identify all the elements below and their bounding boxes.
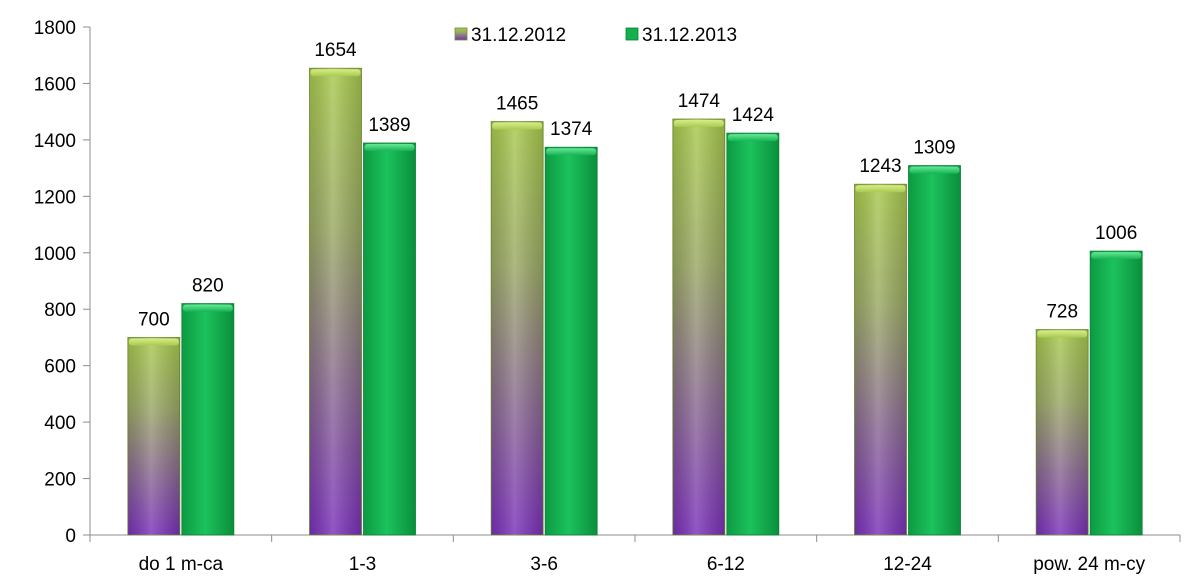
legend-swatch <box>454 27 468 41</box>
legend-swatch <box>625 27 639 41</box>
x-tick-label: 6-12 <box>707 554 745 575</box>
bar-cap <box>855 185 906 193</box>
data-label: 1654 <box>314 40 357 61</box>
bar-cap <box>1091 252 1142 260</box>
bar-cap <box>546 148 597 156</box>
y-tick-label: 400 <box>44 413 76 434</box>
y-tick-label: 1200 <box>34 187 76 208</box>
y-tick-label: 800 <box>44 300 76 321</box>
bar-cap <box>727 134 778 142</box>
bar-31.12.2013 <box>726 132 780 536</box>
data-label: 700 <box>138 309 170 330</box>
bar-body <box>181 303 235 536</box>
bar-body <box>363 142 416 536</box>
data-label: 1006 <box>1095 223 1137 244</box>
x-tick-label: 1-3 <box>349 554 376 575</box>
data-label: 1424 <box>732 105 775 126</box>
x-tick-label: do 1 m-ca <box>139 554 224 575</box>
data-label: 1309 <box>913 138 955 159</box>
legend-label: 31.12.2013 <box>642 25 737 46</box>
bar-shine <box>1036 329 1089 535</box>
bar-body <box>1089 250 1143 536</box>
bar-31.12.2013 <box>363 142 416 536</box>
y-tick-label: 1800 <box>34 18 76 39</box>
bar-shine <box>854 184 907 535</box>
bar-body <box>726 132 780 536</box>
y-tick-label: 0 <box>65 526 76 547</box>
y-tick-label: 1000 <box>34 244 76 265</box>
data-label: 1243 <box>859 156 901 177</box>
bar-31.12.2013 <box>908 165 961 536</box>
data-label: 1389 <box>368 115 410 136</box>
legend-label: 31.12.2012 <box>471 25 566 46</box>
bar-cap <box>182 304 233 312</box>
bar-cap <box>1037 330 1088 338</box>
bar-cap <box>128 338 179 346</box>
y-tick-label: 600 <box>44 357 76 378</box>
data-label: 728 <box>1046 302 1078 323</box>
bar-cap <box>492 122 543 130</box>
bar-31.12.2012 <box>127 337 181 536</box>
bar-shine <box>672 119 725 535</box>
y-tick-label: 1400 <box>34 131 76 152</box>
data-labels: 700 820 1654 1389 1465 1374 1474 1424 1243 1309 72… <box>138 40 1137 330</box>
x-tick-label: pow. 24 m-cy <box>1033 554 1145 575</box>
bar-31.12.2012 <box>309 67 362 536</box>
bar-31.12.2013 <box>544 146 598 536</box>
bar-cap <box>673 120 724 128</box>
bar-body <box>544 146 598 536</box>
x-tick-label: 3-6 <box>530 554 557 575</box>
bar-shine <box>127 337 180 535</box>
bar-cap <box>909 166 960 174</box>
y-tick-label: 200 <box>44 470 76 491</box>
bar-shine <box>309 68 362 536</box>
bar-body <box>908 165 961 536</box>
bar-31.12.2012 <box>672 118 726 536</box>
bar-31.12.2013 <box>181 303 235 536</box>
bar-31.12.2013 <box>1089 250 1143 536</box>
x-tick-label: 12-24 <box>883 554 932 575</box>
bar-shine <box>491 121 544 536</box>
bars <box>127 67 1143 536</box>
data-label: 1374 <box>550 119 593 140</box>
axes: 0 200 400 600 800 1000 1200 1400 1600 1800 do 1 m-… <box>34 18 1181 575</box>
data-label: 820 <box>192 276 224 297</box>
legend: 31.12.2012 31.12.2013 <box>454 25 737 46</box>
data-label: 1474 <box>678 91 721 112</box>
data-label: 1465 <box>496 94 538 115</box>
bar-31.12.2012 <box>490 121 544 536</box>
bar-cap <box>310 69 361 77</box>
bar-31.12.2012 <box>854 183 907 536</box>
y-tick-label: 1600 <box>34 74 76 95</box>
bar-cap <box>364 143 415 151</box>
bar-31.12.2012 <box>1035 329 1089 536</box>
